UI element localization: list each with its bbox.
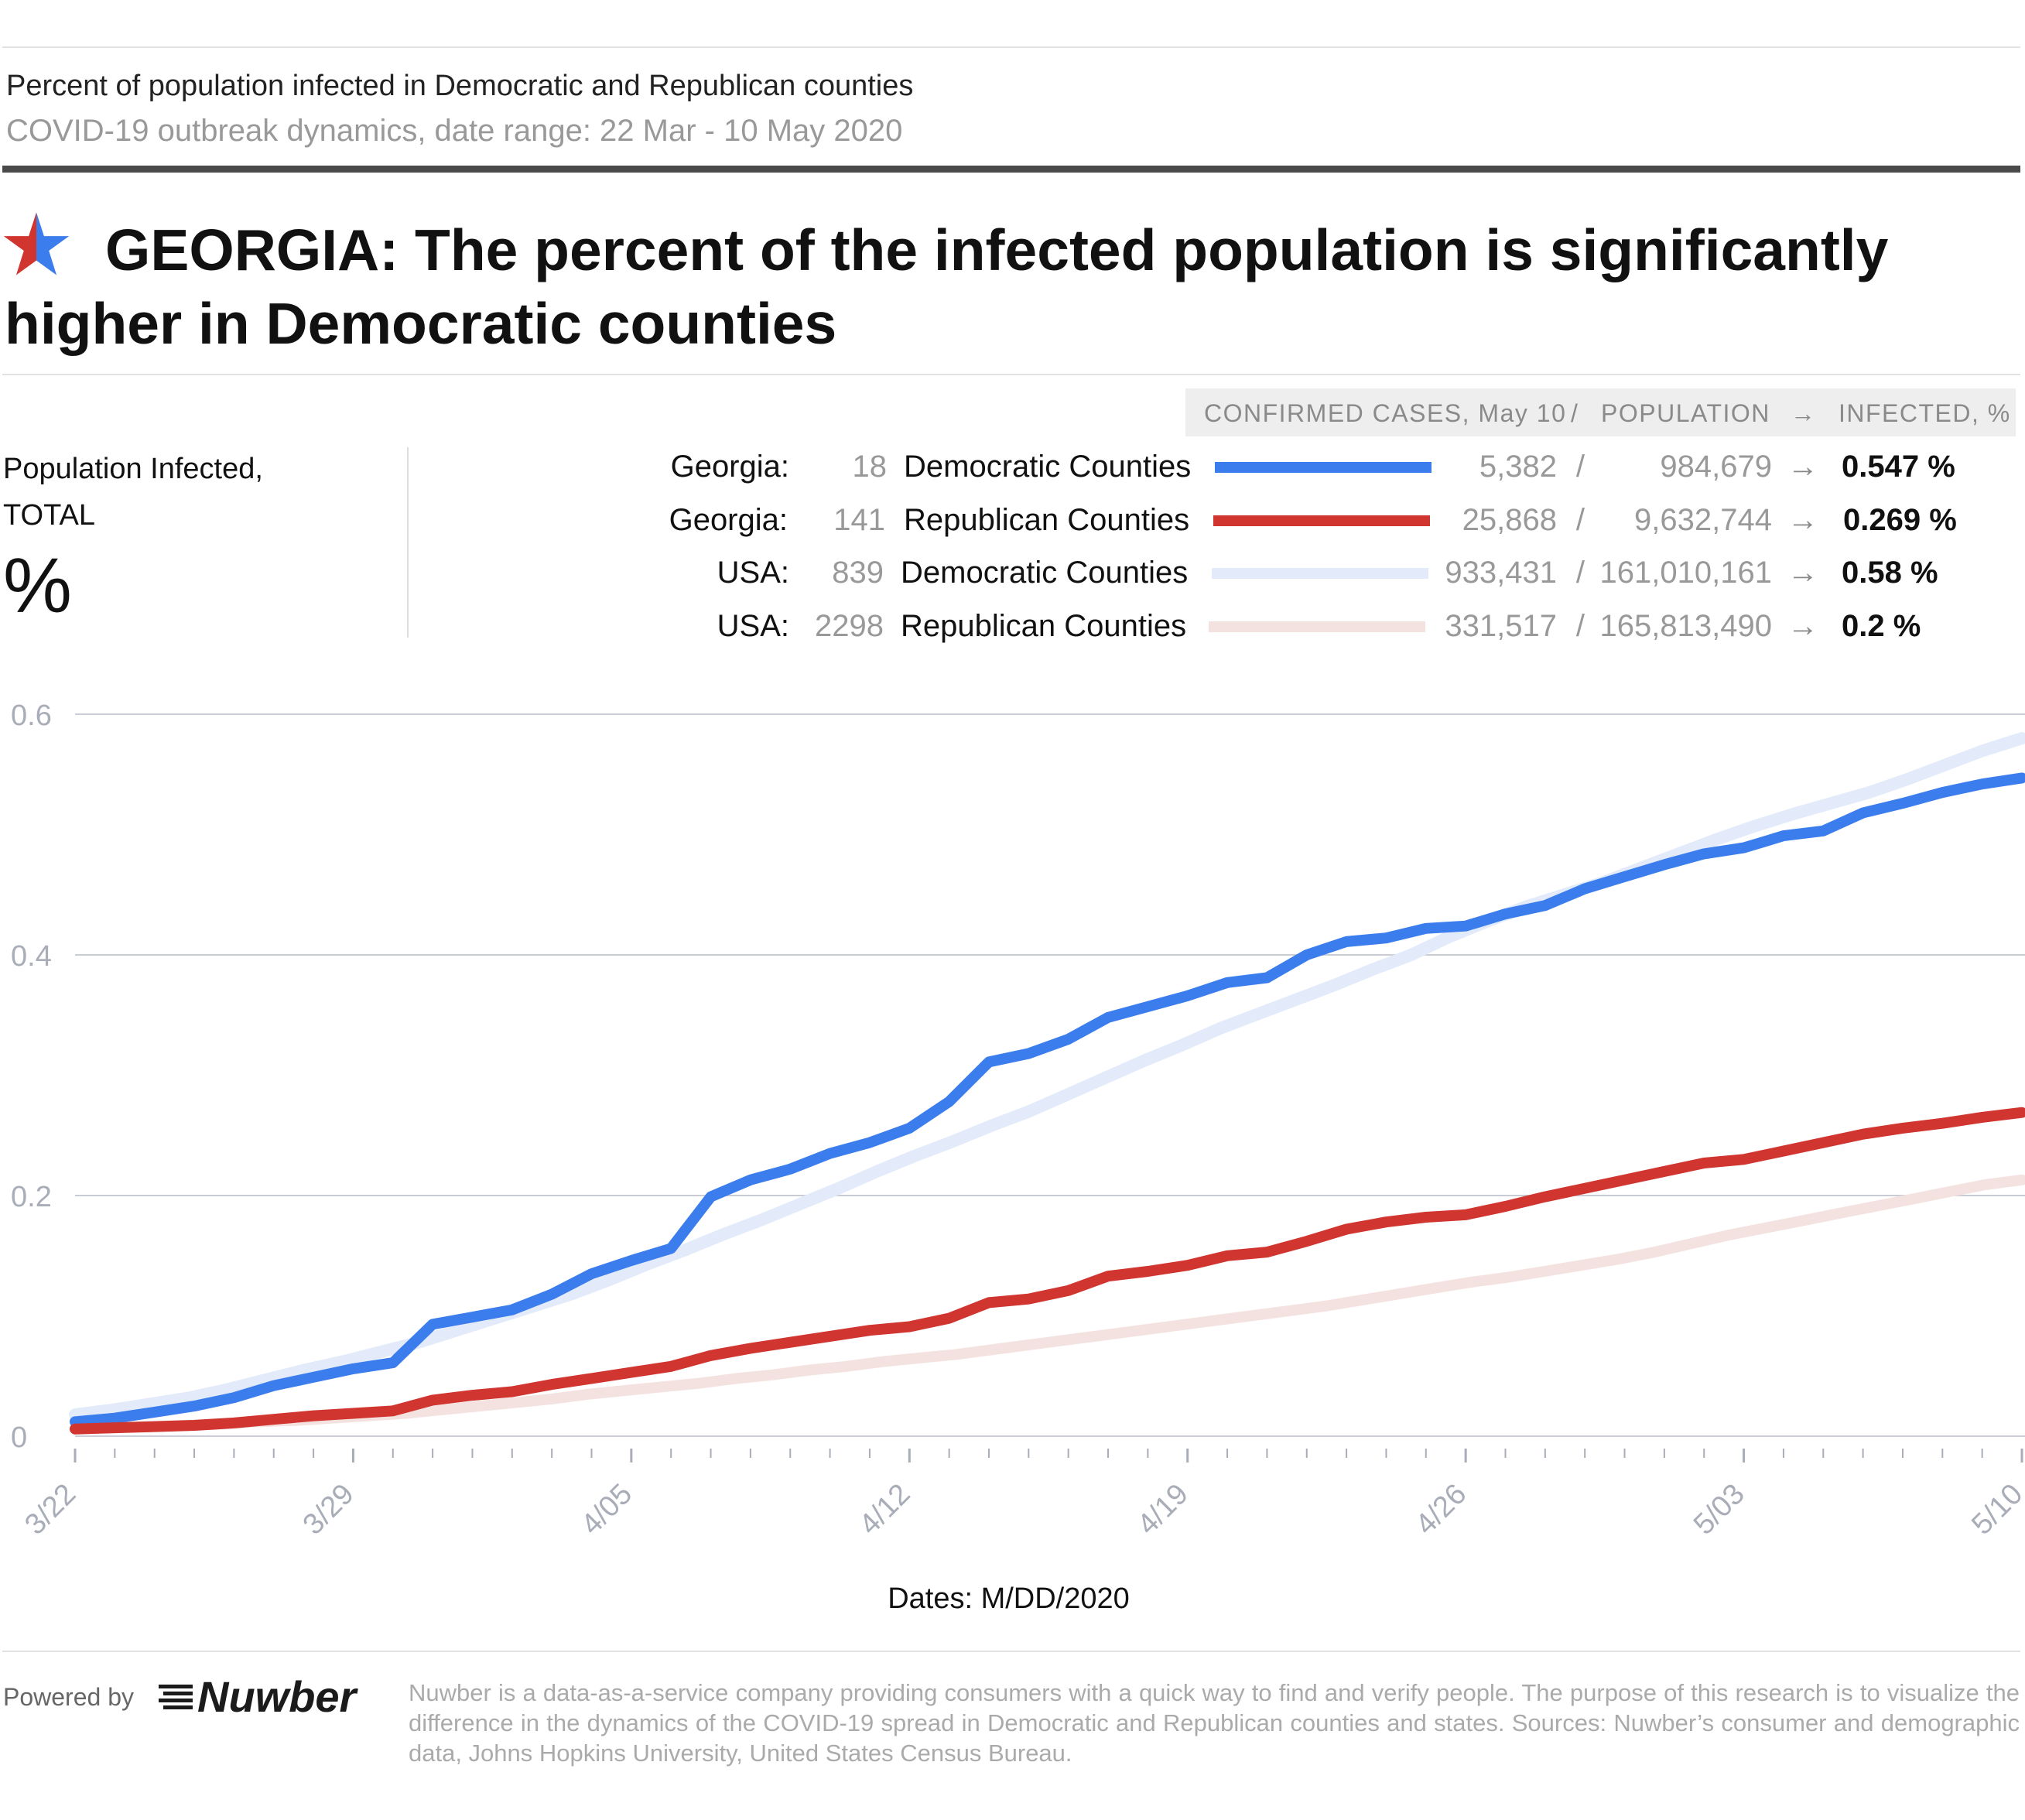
series-line-georgia-democratic-counties bbox=[70, 772, 2025, 1428]
legend-header-infected: INFECTED, % bbox=[1839, 399, 2011, 427]
legend-swatch bbox=[1215, 462, 1432, 473]
legend-region: USA: bbox=[717, 556, 789, 590]
legend-region: Georgia: bbox=[670, 450, 789, 484]
legend-county-count: 839 bbox=[832, 556, 884, 590]
line-chart: 0 0.2 0.4 0.6 3/22 3/29 4/05 4/12 4/19 4/26 5/03 5/… bbox=[11, 700, 2025, 1541]
unit-symbol: % bbox=[3, 542, 72, 629]
panel-divider bbox=[407, 447, 409, 638]
legend-swatch bbox=[1212, 568, 1428, 579]
top-divider bbox=[2, 46, 2020, 48]
legend-party: Republican Counties bbox=[901, 609, 1187, 643]
x-axis-label: Dates: M/DD/2020 bbox=[0, 1582, 2025, 1616]
chart-subtitle: COVID-19 outbreak dynamics, date range: … bbox=[6, 114, 903, 148]
header-divider bbox=[2, 166, 2020, 173]
legend-row: USA: 2298 Republican Counties 331,517 / … bbox=[0, 603, 2025, 649]
logo-text: Nuwber bbox=[197, 1672, 357, 1721]
legend-slash: / bbox=[1575, 609, 1585, 643]
legend-population: 9,632,744 bbox=[1634, 503, 1772, 537]
x-tick-label: 4/05 bbox=[575, 1478, 638, 1541]
legend-arrow: → bbox=[1787, 609, 1818, 643]
title-divider bbox=[2, 374, 2020, 375]
legend-cases: 933,431 bbox=[1445, 556, 1557, 590]
legend-party: Democratic Counties bbox=[901, 556, 1189, 590]
legend-header-cases: CONFIRMED CASES, May 10 bbox=[1204, 399, 1567, 427]
y-axis-label: Population Infected, TOTAL bbox=[3, 446, 263, 539]
legend-cases: 331,517 bbox=[1445, 609, 1557, 643]
legend-population: 984,679 bbox=[1660, 450, 1772, 484]
y-tick-label: 0.4 bbox=[11, 940, 52, 973]
nuwber-logo[interactable]: Nuwber bbox=[159, 1671, 368, 1726]
x-tick-label: 4/26 bbox=[1409, 1478, 1473, 1541]
y-tick-label: 0.2 bbox=[11, 1181, 52, 1213]
legend-header-sep: / bbox=[1571, 399, 1579, 427]
x-tick-label: 3/29 bbox=[297, 1478, 361, 1541]
legend-slash: / bbox=[1575, 450, 1585, 484]
series-line-usa-democratic-counties bbox=[69, 732, 2025, 1421]
legend-region: USA: bbox=[717, 609, 789, 643]
series-line-georgia-republican-counties bbox=[70, 1107, 2025, 1435]
headline: GEORGIA: The percent of the infected pop… bbox=[5, 214, 1939, 361]
x-tick-label: 3/22 bbox=[19, 1478, 82, 1541]
legend-county-count: 141 bbox=[833, 503, 885, 537]
legend-party: Republican Counties bbox=[904, 503, 1190, 537]
legend-slash: / bbox=[1575, 556, 1585, 590]
legend-county-count: 2298 bbox=[815, 609, 884, 643]
legend-header-arrow: → bbox=[1791, 399, 1817, 427]
legend-swatch bbox=[1209, 621, 1425, 632]
series-line-usa-republican-counties bbox=[70, 1174, 2025, 1435]
x-tick-label: 4/12 bbox=[853, 1478, 917, 1541]
legend-population: 165,813,490 bbox=[1599, 609, 1772, 643]
footer-note: Nuwber is a data-as-a-service company pr… bbox=[409, 1679, 2020, 1767]
legend-region: Georgia: bbox=[669, 503, 788, 537]
y-tick-label: 0.6 bbox=[11, 700, 52, 732]
legend-infected: 0.58 % bbox=[1842, 556, 1938, 590]
y-tick-label: 0 bbox=[11, 1421, 27, 1454]
legend-arrow: → bbox=[1787, 503, 1818, 537]
legend-arrow: → bbox=[1787, 556, 1818, 590]
chart-kicker: Percent of population infected in Democr… bbox=[6, 70, 914, 102]
logo-bars-icon bbox=[159, 1685, 193, 1709]
y-axis-label-line1: Population Infected, bbox=[3, 453, 263, 485]
x-tick-label: 4/19 bbox=[1131, 1478, 1195, 1541]
legend-swatch bbox=[1213, 515, 1430, 526]
legend-county-count: 18 bbox=[852, 450, 888, 484]
legend-cases: 25,868 bbox=[1462, 503, 1557, 537]
legend-header-population: POPULATION bbox=[1601, 399, 1770, 427]
legend-cases: 5,382 bbox=[1479, 450, 1557, 484]
star-icon bbox=[3, 212, 70, 275]
legend-header: CONFIRMED CASES, May 10 / POPULATION → I… bbox=[1185, 388, 2016, 436]
x-axis-label-text: Dates: M/DD/2020 bbox=[888, 1582, 1130, 1615]
legend-infected: 0.2 % bbox=[1842, 609, 1921, 643]
legend-slash: / bbox=[1575, 503, 1585, 537]
x-tick-label: 5/03 bbox=[1688, 1478, 1751, 1541]
footer-divider bbox=[2, 1651, 2020, 1652]
legend-row: Georgia: 141 Republican Counties 25,868 … bbox=[0, 497, 2025, 543]
legend-arrow: → bbox=[1787, 450, 1818, 484]
legend-infected: 0.269 % bbox=[1843, 503, 1957, 537]
legend-row: USA: 839 Democratic Counties 933,431 / 1… bbox=[0, 549, 2025, 596]
legend-population: 161,010,161 bbox=[1599, 556, 1772, 590]
powered-by: Powered by bbox=[3, 1683, 134, 1711]
legend-party: Democratic Counties bbox=[904, 450, 1192, 484]
headline-text: GEORGIA: The percent of the infected pop… bbox=[5, 217, 1889, 356]
x-tick-label: 5/10 bbox=[1965, 1478, 2025, 1541]
y-axis-label-line2: TOTAL bbox=[3, 499, 95, 532]
legend-row: Georgia: 18 Democratic Counties 5,382 / … bbox=[0, 443, 2025, 490]
legend-infected: 0.547 % bbox=[1842, 450, 1955, 484]
